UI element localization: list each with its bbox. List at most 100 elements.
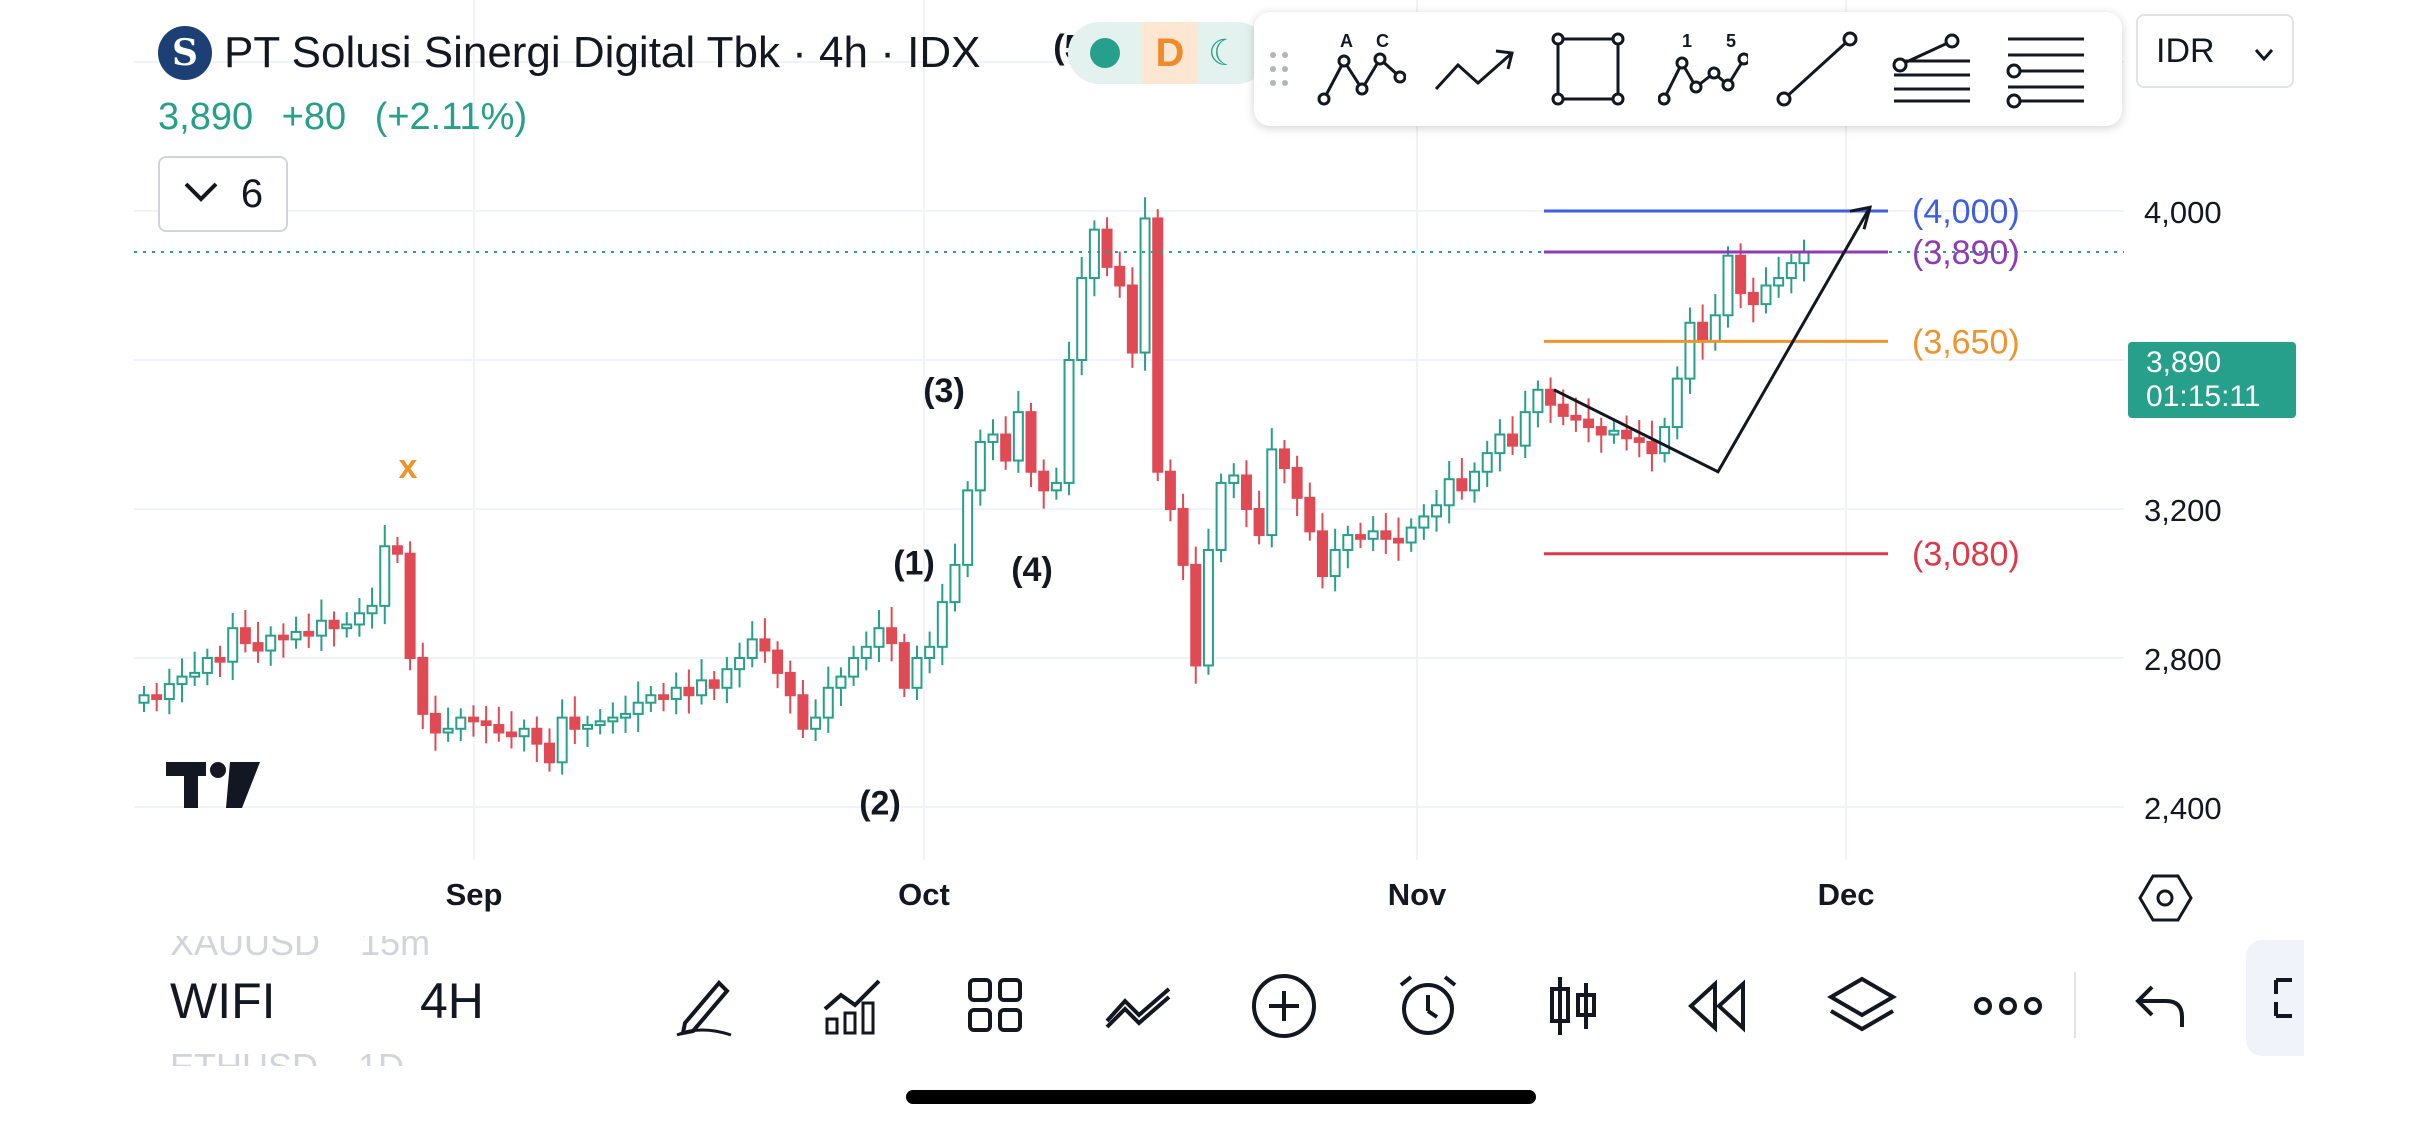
candle-body: [379, 545, 391, 607]
market-status-pill[interactable]: D ☾: [1068, 22, 1268, 84]
candle-body: [1342, 534, 1354, 551]
candle-body: [1380, 530, 1392, 540]
candle-body: [1659, 426, 1671, 455]
candle-body: [810, 716, 822, 730]
indicators-collapse-button[interactable]: 6: [158, 156, 288, 232]
drawing-pen-icon[interactable]: [664, 966, 744, 1046]
candle-body: [1633, 437, 1645, 443]
symbol-title[interactable]: PT Solusi Sinergi Digital Tbk · 4h · IDX: [224, 28, 981, 77]
candle-body: [1646, 440, 1658, 455]
candle-body: [1798, 250, 1810, 265]
projection-arrowhead: [1849, 205, 1873, 230]
compare-lines-icon[interactable]: [1098, 966, 1178, 1046]
candle-body: [189, 671, 201, 678]
wave-label-1: 1: [1682, 31, 1692, 51]
candle-body: [176, 675, 188, 686]
candle-body: [1557, 403, 1569, 417]
candle-body: [860, 645, 872, 660]
candle-body: [1126, 284, 1138, 354]
candle-body: [797, 694, 809, 730]
candle-body: [1608, 429, 1620, 436]
horizontal-level-label: (3,650): [1912, 323, 2020, 361]
candle-body: [290, 630, 302, 641]
home-indicator: [906, 1090, 1536, 1104]
replay-rewind-icon[interactable]: [1676, 966, 1756, 1046]
more-options-icon[interactable]: [1968, 966, 2048, 1046]
chart-area[interactable]: 2,4002,8003,2003,6004,0004,400SepOctNovD…: [134, 0, 2304, 935]
candle-body: [949, 563, 961, 604]
elliott-wave-tool-button[interactable]: 1 5: [1646, 19, 1760, 119]
candle-body: [734, 657, 746, 671]
candle-body: [1329, 548, 1341, 578]
fib-retracement-tool-button[interactable]: [1874, 19, 1988, 119]
alarm-clock-icon[interactable]: [1388, 966, 1468, 1046]
price-summary: 3,890 +80 (+2.11%): [158, 96, 545, 139]
rectangle-tool-button[interactable]: [1532, 19, 1646, 119]
candle-body: [1570, 414, 1582, 421]
candle-body: [1494, 433, 1506, 455]
symbol-header[interactable]: S PT Solusi Sinergi Digital Tbk · 4h · I…: [158, 22, 980, 84]
candle-body: [341, 623, 353, 630]
candle-body: [1507, 433, 1519, 447]
candle-body: [1266, 448, 1278, 537]
candle-body: [518, 727, 530, 738]
candle-body: [442, 727, 454, 734]
candle-body: [138, 694, 150, 704]
candle-body: [620, 712, 632, 719]
projection-path[interactable]: [1553, 206, 1872, 474]
undo-icon[interactable]: [2120, 966, 2200, 1046]
market-open-dot-icon: [1090, 38, 1120, 68]
candle-body: [721, 668, 733, 689]
price-axis-tick: 2,800: [2144, 642, 2222, 677]
moon-icon: ☾: [1208, 32, 1241, 73]
expand-panel-button[interactable]: [2246, 940, 2304, 1056]
last-price: 3,890: [158, 96, 254, 138]
active-symbol[interactable]: WIFI: [170, 973, 276, 1029]
trend-arrow-tool-button[interactable]: [1418, 19, 1532, 119]
horizontal-level-label: (4,000): [1912, 193, 2020, 231]
candle-body: [1000, 433, 1012, 462]
candlestick-type-icon[interactable]: [1532, 966, 1612, 1046]
layout-grid-icon[interactable]: [956, 966, 1036, 1046]
currency-value: IDR: [2156, 31, 2215, 70]
bottom-toolbar: XAUUSD 15m WIFI 4H ETHUSD 1D: [134, 936, 2304, 1066]
candle-body: [1481, 452, 1493, 473]
candle-body: [1215, 481, 1227, 551]
candle-body: [1405, 526, 1417, 544]
drawing-toolbar: A C 1 5: [1254, 12, 2122, 126]
candle-body: [1418, 515, 1430, 529]
candle-body: [429, 712, 441, 734]
candle-body: [227, 627, 239, 663]
candle-body: [1469, 470, 1481, 492]
candle-body: [772, 649, 784, 674]
abcd-pattern-tool-button[interactable]: A C: [1304, 19, 1418, 119]
candle-body: [582, 724, 594, 730]
candle-body: [1012, 411, 1024, 462]
candle-body: [683, 686, 695, 697]
add-plus-icon[interactable]: [1244, 966, 1324, 1046]
candle-body: [1278, 448, 1290, 470]
candle-body: [417, 657, 429, 715]
active-interval[interactable]: 4H: [420, 973, 484, 1029]
candle-body: [1063, 359, 1075, 484]
layers-icon[interactable]: [1822, 966, 1902, 1046]
candle-body: [455, 716, 467, 730]
candle-body: [1088, 228, 1100, 280]
candle-body: [1773, 277, 1785, 287]
candle-body: [784, 671, 796, 697]
drag-handle-icon[interactable]: [1254, 49, 1304, 89]
trend-line-tool-button[interactable]: [1760, 19, 1874, 119]
horizontal-level-label: (3,080): [1912, 536, 2020, 574]
tradingview-logo: [166, 762, 260, 817]
currency-select[interactable]: IDR: [2136, 14, 2294, 88]
candle-body: [1697, 321, 1709, 343]
horizontal-lines-tool-button[interactable]: [1988, 19, 2102, 119]
chevron-down-icon: [183, 177, 219, 211]
chart-canvas[interactable]: 2,4002,8003,2003,6004,0004,400SepOctNovD…: [134, 0, 2304, 935]
indicators-chart-icon[interactable]: [812, 966, 892, 1046]
abcd-label-a: A: [1340, 31, 1353, 51]
candle-body: [328, 619, 340, 630]
candle-body: [404, 552, 416, 660]
candle-body: [569, 716, 581, 730]
chart-settings-icon[interactable]: [2138, 874, 2193, 922]
